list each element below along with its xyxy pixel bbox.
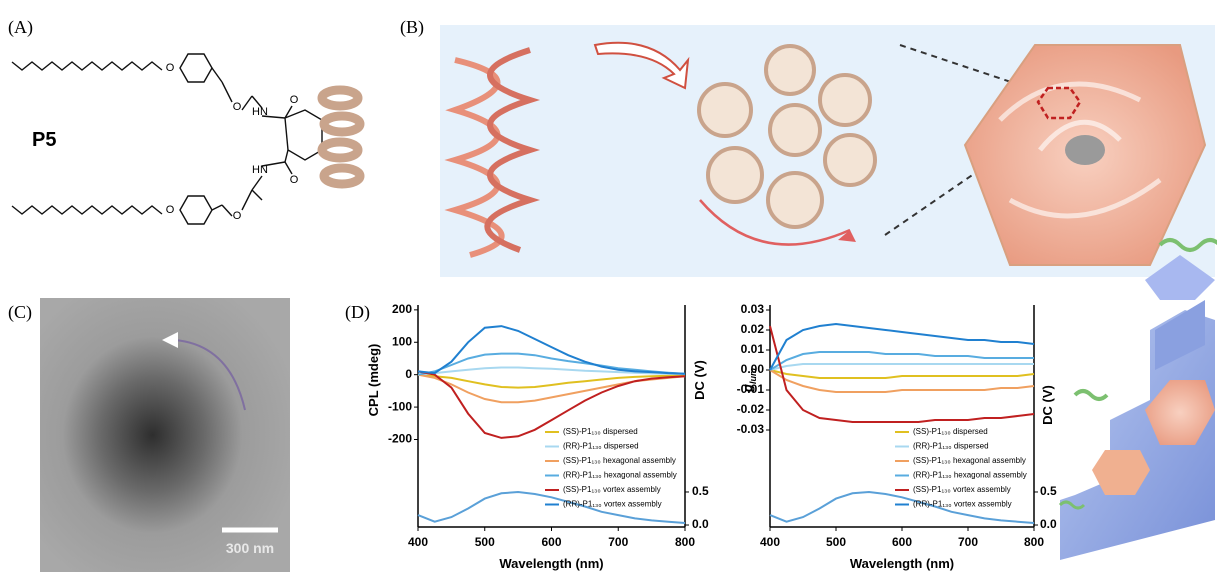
atom: HN	[252, 164, 268, 176]
panel-label: (C)	[8, 302, 32, 323]
x-tick-label: 700	[608, 535, 628, 549]
atom: O	[166, 62, 175, 74]
x-tick-label: 500	[475, 535, 495, 549]
panel-label: (A)	[8, 17, 33, 38]
y2-tick-label: 0.5	[1040, 484, 1057, 498]
y-tick-label: -0.02	[737, 402, 765, 416]
x-axis-label: Wavelength (nm)	[850, 556, 954, 571]
y2-tick-label: 0.0	[1040, 517, 1057, 531]
compound-label: P5	[32, 129, 56, 151]
legend-label: (SS)-P1₁₃₀ hexagonal assembly	[563, 456, 676, 465]
atom-labels: O O O HN HN O O O	[166, 62, 299, 222]
y2-axis-label: DC (V)	[692, 360, 707, 400]
y-tick-label: 0.02	[741, 322, 765, 336]
legend-label: (SS)-P1₁₃₀ hexagonal assembly	[913, 456, 1026, 465]
data-line	[770, 364, 1034, 370]
data-line	[770, 352, 1034, 370]
y-tick-label: 200	[392, 302, 412, 316]
x-tick-label: 500	[826, 535, 846, 549]
data-line	[770, 370, 1034, 392]
y2-tick-label: 0.0	[692, 517, 709, 531]
y-tick-label: -0.03	[737, 422, 765, 436]
y-tick-label: -100	[388, 399, 412, 413]
helix-icon	[322, 90, 360, 184]
atom: O	[233, 210, 242, 222]
x-tick-label: 400	[760, 535, 780, 549]
y2-tick-label: 0.5	[692, 484, 709, 498]
x-tick-label: 700	[958, 535, 978, 549]
y-axis-label-sub: lum	[748, 368, 758, 384]
y-tick-label: 100	[392, 334, 412, 348]
panel-label: (B)	[400, 17, 424, 38]
atom: HN	[252, 106, 268, 118]
atom: O	[290, 94, 299, 106]
atom: O	[290, 174, 299, 186]
scale-bar-label: 300 nm	[226, 540, 274, 556]
legend-label: (SS)-P1₁₃₀ dispersed	[913, 427, 988, 436]
x-axis-label: Wavelength (nm)	[499, 556, 603, 571]
data-line	[418, 371, 685, 438]
atom: O	[166, 204, 175, 216]
legend-label: (RR)-P1₁₃₀ dispersed	[563, 442, 639, 451]
atom: O	[233, 101, 242, 113]
y-tick-label: -200	[388, 432, 412, 446]
legend-label: (RR)-P1₁₃₀ hexagonal assembly	[913, 471, 1027, 480]
x-tick-label: 600	[892, 535, 912, 549]
x-tick-label: 800	[675, 535, 695, 549]
x-tick-label: 800	[1024, 535, 1044, 549]
legend-label: (RR)-P1₁₃₀ dispersed	[913, 442, 989, 451]
y-tick-label: 0.03	[741, 302, 765, 316]
staircase	[1060, 240, 1217, 560]
x-tick-label: 600	[541, 535, 561, 549]
y2-axis-label: DC (V)	[1040, 385, 1055, 425]
figure: (A) (B) (C) (D) O O O HN HN O O O P5	[0, 0, 1217, 574]
molecule	[12, 54, 334, 224]
x-tick-label: 400	[408, 535, 428, 549]
y-tick-label: 0.01	[741, 342, 765, 356]
y-tick-label: 0	[405, 367, 412, 381]
legend-label: (RR)-P1₁₃₀ vortex assembly	[913, 500, 1012, 509]
legend-label: (SS)-P1₁₃₀ vortex assembly	[563, 485, 661, 494]
data-line	[770, 370, 1034, 378]
data-line	[418, 326, 685, 374]
legend-label: (SS)-P1₁₃₀ dispersed	[563, 427, 638, 436]
legend-label: (RR)-P1₁₃₀ hexagonal assembly	[563, 471, 677, 480]
core	[1065, 135, 1105, 165]
legend-label: (SS)-P1₁₃₀ vortex assembly	[913, 485, 1011, 494]
panel-label: (D)	[345, 302, 370, 323]
legend-label: (RR)-P1₁₃₀ vortex assembly	[563, 500, 662, 509]
y-axis-label-main: g	[740, 384, 755, 393]
y-axis-label: CPL (mdeg)	[366, 344, 381, 417]
